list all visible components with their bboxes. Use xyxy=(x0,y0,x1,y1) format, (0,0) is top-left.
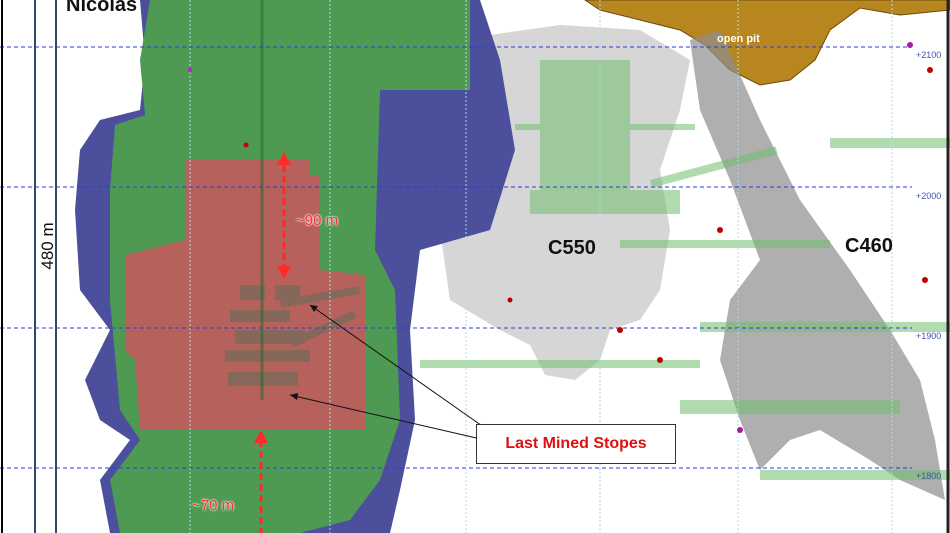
dimension-arrows xyxy=(259,165,286,533)
open-pit-label: open pit xyxy=(717,33,760,45)
elevation-gridlines xyxy=(0,46,912,469)
elevation-label: +2100 xyxy=(916,50,942,60)
last-mined-stopes-callout: Last Mined Stopes xyxy=(476,424,676,464)
open-pit-shape xyxy=(584,0,950,86)
arrow-up-icon xyxy=(254,430,268,443)
drift-lines xyxy=(420,60,950,480)
scale-label: 480 m xyxy=(38,222,57,270)
c550-label: C550 xyxy=(548,237,596,259)
nicolas-label: Nicolas xyxy=(66,0,138,16)
scale-bar xyxy=(34,0,57,533)
dimension-lower-label: ~70 m xyxy=(192,497,235,514)
callout-pointers xyxy=(289,304,486,441)
sample-points xyxy=(187,42,933,433)
elevation-label: +2000 xyxy=(916,191,942,201)
elevation-label: +1800 xyxy=(916,471,942,481)
c460-orebody xyxy=(690,30,945,500)
dimension-upper-label: ~90 m xyxy=(296,212,339,229)
mined-stopes xyxy=(225,285,361,386)
c460-label: C460 xyxy=(845,235,893,257)
elevation-label: +1900 xyxy=(916,331,942,341)
arrow-down-icon xyxy=(277,266,291,279)
arrow-up-icon xyxy=(277,152,291,165)
